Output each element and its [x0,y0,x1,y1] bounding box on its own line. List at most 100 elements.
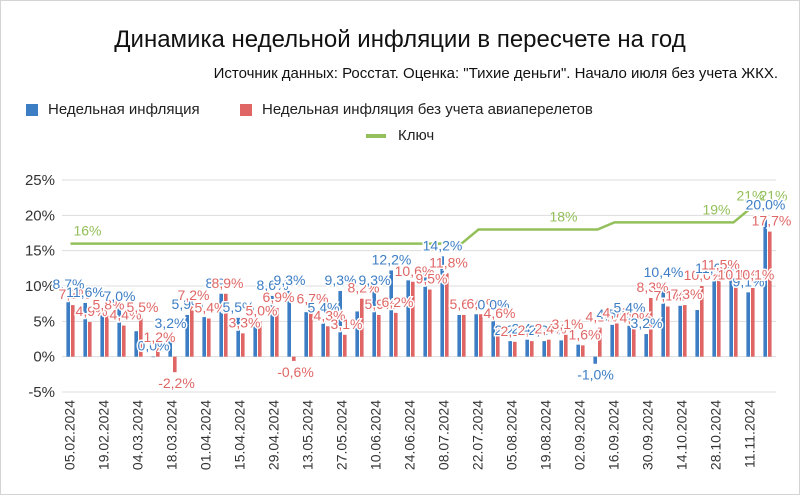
bar-weekly [712,278,716,357]
bar-no-air [768,231,772,357]
x-tick-label: 16.09.2024 [606,400,622,470]
bar-weekly [66,295,70,357]
bar-no-air [377,314,381,357]
data-label-no-air: 6,2% [382,294,414,310]
bar-weekly [627,318,631,357]
bar-weekly [355,311,359,357]
data-label-weekly: 2,4% [512,321,544,337]
data-label-weekly: 7,0% [104,288,136,304]
bar-no-air [462,314,466,357]
bar-weekly [474,314,478,357]
key-rate-label: 21% [759,187,787,203]
x-tick-label: 13.05.2024 [300,400,316,470]
legend-swatch-red [240,103,252,116]
data-label-no-air: 4,1% [586,309,618,325]
data-label-no-air: -0,6% [277,364,314,380]
bar-no-air [598,327,602,357]
bar-weekly [202,317,206,357]
bar-weekly [559,340,563,357]
bar-weekly [491,315,495,357]
data-label-weekly: 3,2% [631,315,663,331]
data-label-no-air: 6,7% [297,290,329,306]
data-label-weekly: 9,3% [274,272,306,288]
data-label-no-air: 7,1% [654,287,686,303]
bar-weekly [678,305,682,357]
bar-no-air [547,339,551,357]
data-label-weekly: 9,3% [359,272,391,288]
legend-swatch-blue [26,103,38,116]
data-label-no-air: 4,9% [76,303,108,319]
bar-no-air [326,326,330,357]
x-tick-label: 02.09.2024 [572,400,588,470]
data-label-weekly: 0,0% [478,297,510,313]
chart-subtitle: Источник данных: Росстат. Оценка: "Тихие… [213,65,778,82]
x-tick-label: 27.05.2024 [334,400,350,470]
data-label-no-air: 4,3% [314,307,346,323]
bar-weekly [185,314,189,357]
y-tick-label: 20% [25,207,55,224]
bar-no-air [258,321,262,357]
data-label-no-air: 1,2% [144,329,176,345]
y-tick-label: 0% [33,349,55,366]
bar-weekly [253,324,257,357]
chart-title: Динамика недельной инфляции в пересчете … [114,26,686,53]
bar-no-air [88,322,92,357]
data-label-weekly: 3,2% [155,315,187,331]
data-label-no-air: 5,8% [93,297,125,313]
bar-weekly [100,314,104,357]
bar-no-air [173,356,177,373]
data-label-weekly: 5,9% [172,296,204,312]
data-label-weekly: 8,7% [53,276,85,292]
data-label-weekly: 8,6% [257,277,289,293]
bar-no-air [360,298,364,357]
x-tick-label: 04.03.2024 [130,400,146,470]
bar-weekly [117,307,121,357]
bar-no-air [496,324,500,357]
bar-no-air [615,323,619,357]
legend-label-key-rate: Ключ [398,127,435,144]
x-tick-label: 19.08.2024 [538,400,554,470]
data-label-no-air: 5,6% [450,296,482,312]
bar-no-air [224,293,228,357]
bar-no-air [530,341,534,357]
bar-weekly [372,290,376,357]
legend-label-no-air: Недельная инфляция без учета авиаперелет… [262,101,593,118]
bar-weekly [746,292,750,357]
data-label-no-air: 10,6% [395,263,435,279]
data-label-no-air: 2,2% [518,322,550,338]
data-label-no-air: 7,3% [59,286,91,302]
data-label-weekly: 11,6% [66,284,105,300]
bar-weekly [610,324,614,357]
key-rate-label: 19% [702,201,730,217]
bar-no-air [513,341,517,357]
data-label-no-air: 9,5% [416,271,448,287]
data-label-weekly: 0,0% [138,338,170,354]
bar-no-air [190,305,194,357]
bar-no-air [292,356,296,361]
bar-weekly [236,317,240,357]
bar-weekly [219,293,223,357]
x-tick-label: 10.06.2024 [368,400,384,470]
data-label-no-air: 2,4% [535,321,567,337]
bar-no-air [343,334,347,357]
bar-weekly [423,271,427,357]
data-label-no-air: -2,2% [158,375,195,391]
data-label-weekly: 5,5% [223,299,255,315]
data-label-no-air: 11,8% [429,254,468,270]
x-tick-label: 08.07.2024 [436,400,452,470]
y-tick-label: 15% [25,243,55,260]
data-label-no-air: 3,1% [552,316,584,332]
y-tick-label: -5% [28,384,55,401]
bar-no-air [122,325,126,357]
data-label-no-air: 10,1% [735,266,775,282]
x-tick-label: 05.08.2024 [504,400,520,470]
x-tick-label: 01.04.2024 [198,400,214,470]
data-label-weekly: 2,2% [529,322,561,338]
x-tick-label: 22.07.2024 [470,400,486,470]
legend-label-weekly: Недельная инфляция [48,101,200,118]
legend-item-key-rate: Ключ [366,127,434,144]
bar-weekly [440,256,444,357]
bar-no-air [241,333,245,357]
bar-weekly [542,341,546,357]
bar-weekly [763,215,767,357]
